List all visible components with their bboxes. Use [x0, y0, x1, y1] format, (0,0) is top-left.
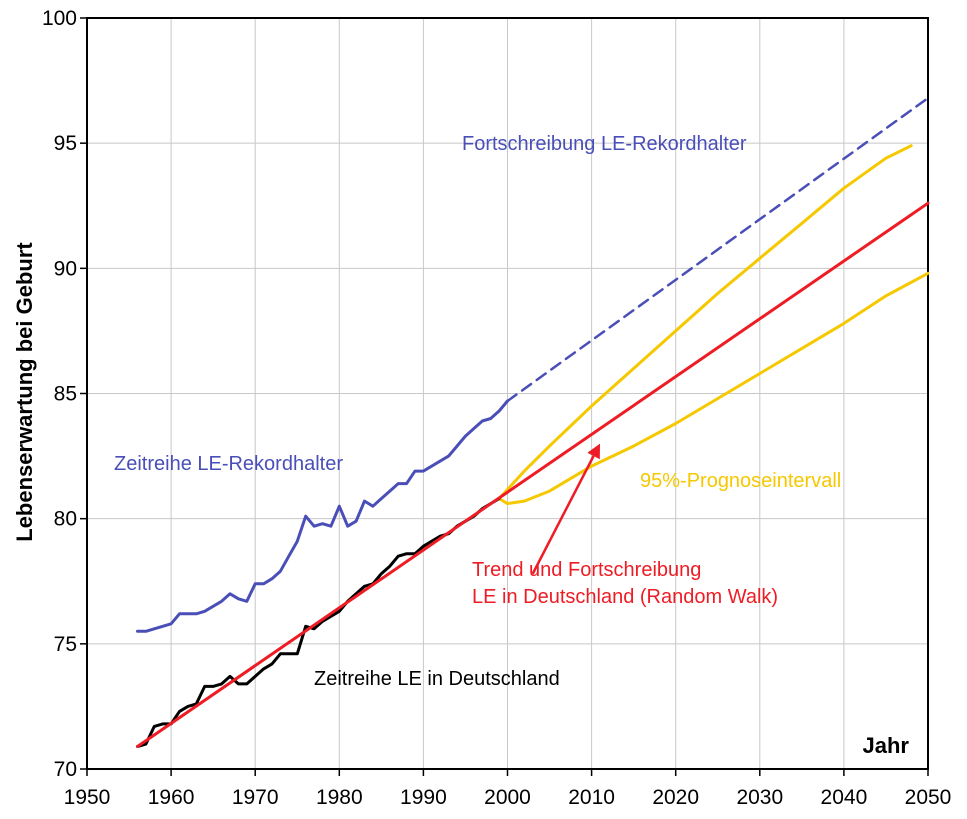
annotation-record: Zeitreihe LE-Rekordhalter [114, 453, 343, 475]
y-tick-label: 75 [54, 633, 77, 656]
annotation-trend-line2: LE in Deutschland (Random Walk) [472, 586, 778, 608]
x-tick-label: 2050 [905, 786, 952, 809]
annotation-record-projection: Fortschreibung LE-Rekordhalter [462, 133, 747, 155]
series-lines [136, 96, 930, 748]
series-line-interval-lower [497, 271, 930, 506]
y-tick-label: 90 [54, 257, 77, 280]
y-tick-label: 85 [54, 383, 77, 406]
trend-arrow [531, 443, 601, 575]
x-tick-label: 1980 [316, 786, 363, 809]
series-line-record-projection [506, 96, 930, 403]
annotation-trend-line1: Trend und Fortschreibung [472, 559, 701, 581]
x-tick-label: 2030 [736, 786, 783, 809]
grid-lines [87, 18, 928, 769]
y-axis: 70 75 80 85 90 95 100 [42, 7, 87, 781]
y-tick-label: 100 [42, 7, 77, 30]
x-tick-label: 1970 [232, 786, 279, 809]
series-line-germany [136, 497, 501, 748]
x-tick-label: 2020 [652, 786, 699, 809]
x-tick-label: 1960 [148, 786, 195, 809]
x-tick-label: 2010 [568, 786, 615, 809]
annotation-germany: Zeitreihe LE in Deutschland [314, 668, 560, 690]
y-tick-label: 70 [54, 758, 77, 781]
annotation-interval: 95%-Prognoseintervall [640, 470, 841, 492]
x-tick-label: 1950 [64, 786, 111, 809]
y-tick-label: 95 [54, 132, 77, 155]
series-line-interval-upper [497, 144, 913, 501]
arrow-head [587, 443, 601, 460]
series-line-trend [136, 201, 930, 748]
arrow-shaft [531, 455, 595, 575]
y-axis-label: Lebenserwartung bei Geburt [12, 242, 37, 542]
x-tick-label: 2000 [484, 786, 531, 809]
x-tick-label: 1990 [400, 786, 447, 809]
series-line-record [136, 399, 509, 633]
y-tick-label: 80 [54, 508, 77, 531]
x-tick-label: 2040 [821, 786, 868, 809]
x-axis: 1950 1960 1970 1980 1990 2000 2010 2020 2030 2040… [64, 769, 952, 809]
x-axis-label: Jahr [863, 733, 910, 758]
